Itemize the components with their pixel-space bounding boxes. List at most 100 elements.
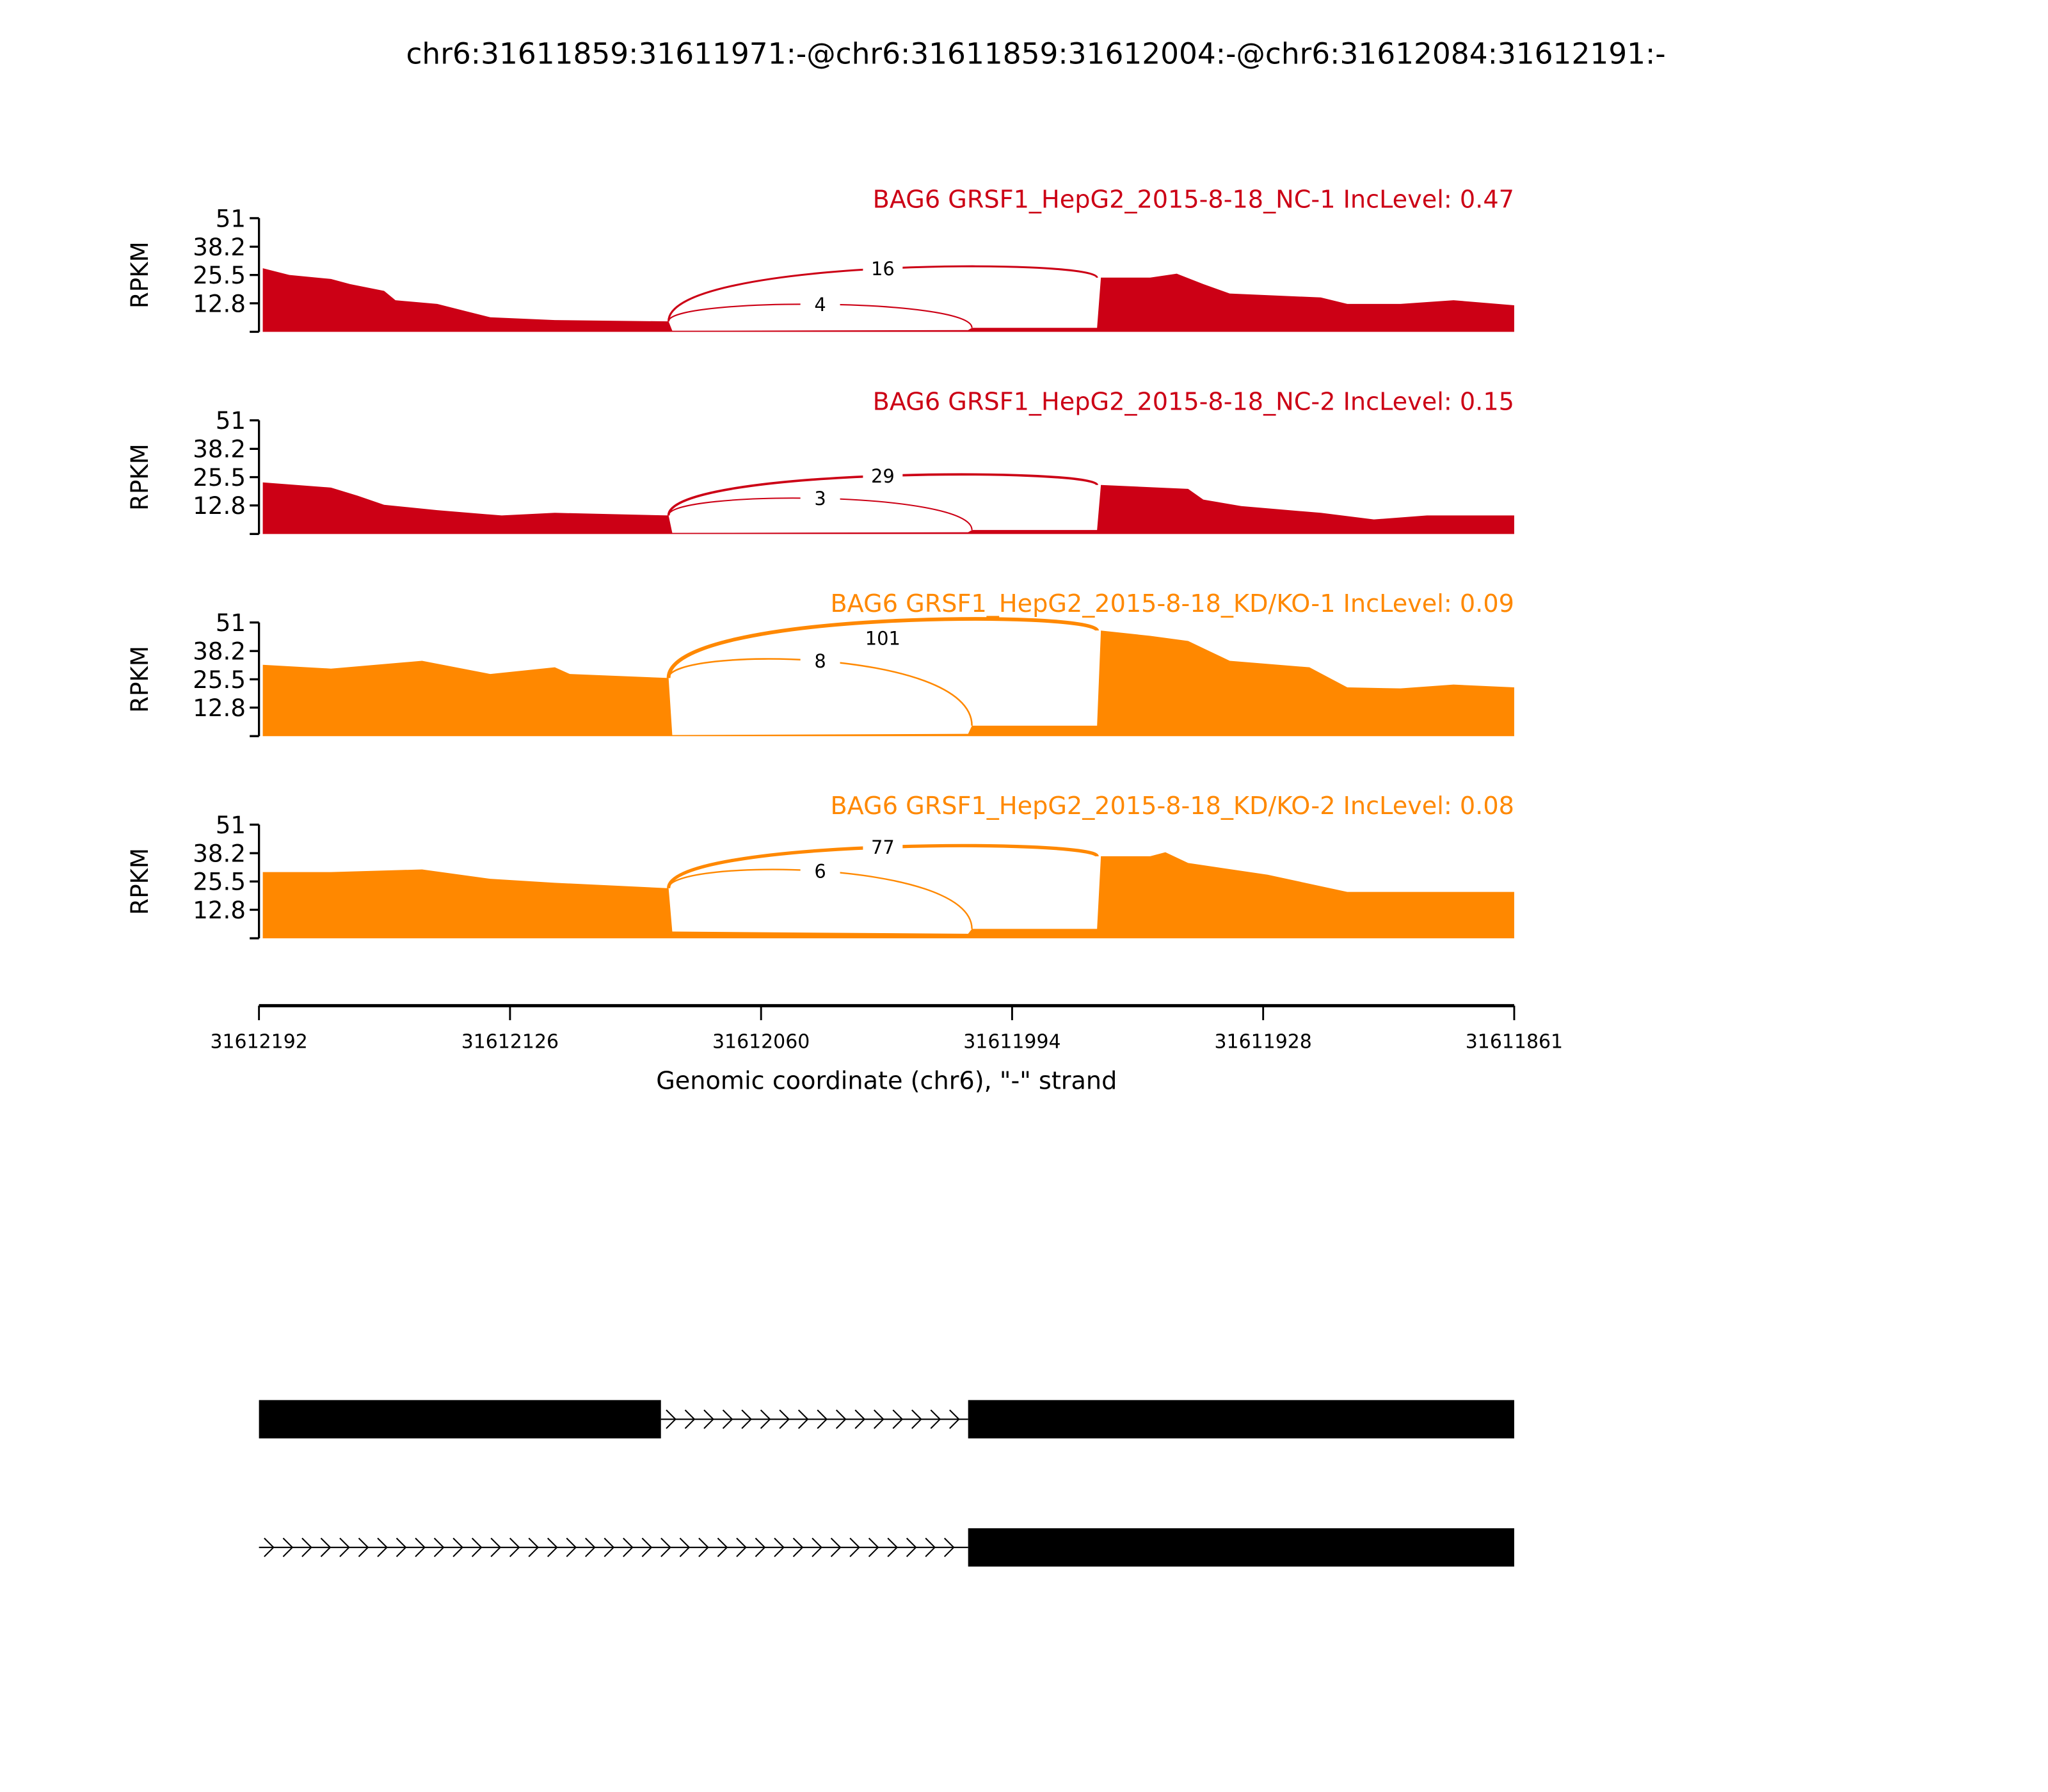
strand-arrow-icon [755,1537,766,1557]
strand-arrow-icon [741,1409,752,1429]
junction-count-label: 4 [814,294,826,316]
strand-arrow-icon [892,1409,904,1429]
strand-arrow-icon [736,1537,747,1557]
y-tick-label: 25.5 [193,666,246,694]
y-tick-label: 25.5 [193,868,246,896]
strand-arrow-icon [779,1409,790,1429]
strand-arrow-icon [906,1537,917,1557]
strand-arrow-icon [623,1537,634,1557]
strand-arrow-icon [717,1537,728,1557]
strand-arrow-icon [817,1409,828,1429]
x-axis-label: Genomic coordinate (chr6), "-" strand [656,1067,1117,1095]
strand-arrow-icon [320,1537,332,1557]
gene-model-2 [259,1528,1514,1567]
strand-arrow-icon [943,1537,955,1557]
strand-arrow-icon [812,1537,822,1557]
junction-label-bg [863,626,903,649]
strand-arrow-icon [774,1537,785,1557]
strand-arrow-icon [849,1537,861,1557]
strand-arrow-icon [528,1537,540,1557]
strand-arrow-icon [604,1537,615,1557]
strand-arrow-icon [698,1537,709,1557]
y-tick-label: 38.2 [193,638,246,666]
junction-label-bg [800,649,840,672]
strand-arrow-icon [868,1537,879,1557]
strand-arrow-icon [415,1537,426,1557]
strand-arrow-icon [792,1537,804,1557]
strand-arrow-icon [666,1409,676,1429]
strand-arrow-icon [641,1537,653,1557]
exon-block [968,1528,1514,1567]
strand-arrow-icon [471,1537,483,1557]
x-tick-label: 31611928 [1215,1030,1312,1053]
y-tick-label: 38.2 [193,436,246,463]
junction-label-bg [800,292,840,315]
y-tick-label: 12.8 [193,897,246,924]
strand-arrow-icon [433,1537,445,1557]
strand-arrow-icon [854,1409,866,1429]
strand-arrow-icon [911,1409,922,1429]
strand-arrow-icon [949,1409,960,1429]
y-tick-label: 51 [216,407,246,435]
junction-label-bg [800,486,840,509]
sample-label: BAG6 GRSF1_HepG2_2015-8-18_KD/KO-1 IncLe… [830,590,1514,618]
strand-arrow-icon [930,1409,941,1429]
junction-count-label: 101 [865,628,900,650]
junction-label-bg [863,257,903,280]
plot-title: chr6:31611859:31611971:-@chr6:31611859:3… [406,36,1665,70]
x-tick-label: 31612126 [461,1030,559,1053]
strand-arrow-icon [925,1537,936,1557]
junction-label-bg [863,463,903,487]
y-tick-label: 38.2 [193,234,246,261]
strand-arrow-icon [679,1537,691,1557]
x-tick-label: 31611994 [963,1030,1060,1053]
gene-model-1 [259,1400,1514,1439]
coverage-area [262,630,1514,737]
y-tick-label: 51 [216,205,246,232]
sample-label: BAG6 GRSF1_HepG2_2015-8-18_NC-1 IncLevel… [873,186,1514,214]
coverage-area [262,852,1514,939]
y-tick-label: 12.8 [193,694,246,722]
strand-arrow-icon [566,1537,577,1557]
strand-arrow-icon [760,1409,771,1429]
strand-arrow-icon [358,1537,369,1557]
x-tick-label: 31612060 [712,1030,810,1053]
exon-block [968,1400,1514,1439]
y-tick-label: 12.8 [193,492,246,520]
junction-count-label: 77 [871,836,895,858]
junction-count-label: 16 [871,258,895,280]
junction-label-bg [800,859,840,882]
junction-label-bg [863,835,903,858]
x-tick-label: 31611861 [1466,1030,1563,1053]
junction-count-label: 6 [814,860,826,882]
x-tick-label: 31612192 [210,1030,307,1053]
junction-arc [666,617,1100,678]
strand-arrow-icon [684,1409,696,1429]
gene-models [259,1400,1514,1567]
y-tick-label: 25.5 [193,464,246,492]
y-tick-label: 25.5 [193,262,246,289]
strand-arrow-icon [660,1537,671,1557]
y-axis-label: RPKM [126,444,154,511]
strand-arrow-icon [452,1537,464,1557]
strand-arrow-icon [703,1409,714,1429]
y-tick-label: 51 [216,812,246,839]
y-tick-label: 12.8 [193,290,246,317]
strand-arrow-icon [377,1537,388,1557]
strand-arrow-icon [835,1409,847,1429]
sample-label: BAG6 GRSF1_HepG2_2015-8-18_KD/KO-2 IncLe… [830,792,1514,820]
strand-arrow-icon [797,1409,809,1429]
exon-block [259,1400,661,1439]
strand-arrow-icon [396,1537,407,1557]
strand-arrow-icon [509,1537,520,1557]
coverage-area [262,482,1514,534]
strand-arrow-icon [490,1537,502,1557]
strand-arrow-icon [830,1537,842,1557]
coverage-area [262,268,1514,332]
y-axis-label: RPKM [126,241,154,308]
strand-arrow-icon [301,1537,312,1557]
x-axis: 31612192 31612126 31612060 31611994 31611928… [210,1004,1563,1053]
